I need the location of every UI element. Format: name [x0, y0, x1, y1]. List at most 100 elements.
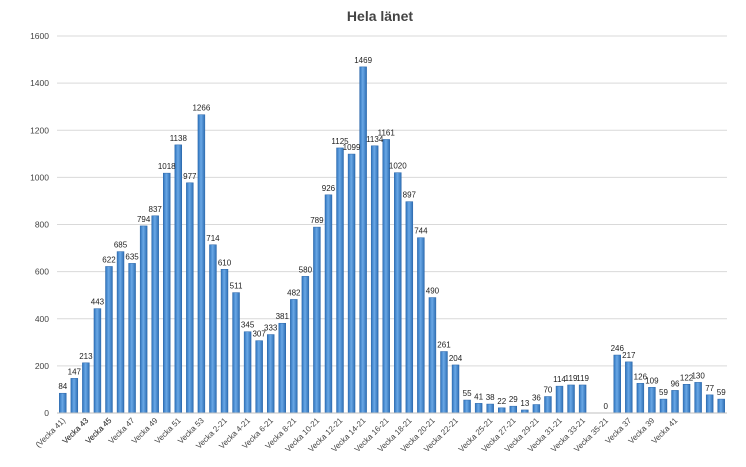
data-label: 333: [264, 324, 278, 333]
y-tick-label: 1400: [30, 78, 49, 88]
bar: [93, 308, 102, 414]
bar: [243, 331, 252, 414]
bar: [324, 194, 333, 414]
bar: [717, 398, 725, 414]
data-label: 84: [58, 382, 67, 391]
bar: [301, 276, 310, 414]
data-label: 147: [68, 367, 82, 376]
bar: [428, 297, 437, 414]
bar: [151, 215, 159, 414]
bar: [694, 382, 702, 414]
bar: [613, 354, 621, 414]
bar: [440, 351, 448, 414]
bar: [636, 383, 645, 414]
bar: [255, 340, 263, 414]
data-label: 119: [576, 374, 589, 383]
data-label: 213: [79, 352, 93, 361]
data-label: 977: [183, 172, 197, 181]
data-label: 685: [114, 241, 128, 250]
data-label: 0: [603, 402, 608, 411]
y-tick-label: 0: [44, 408, 49, 418]
y-tick-label: 400: [35, 314, 49, 324]
bar: [463, 399, 471, 414]
data-label: 1266: [192, 104, 210, 113]
data-label: 59: [659, 388, 668, 397]
data-label: 217: [622, 351, 636, 360]
data-label: 38: [486, 393, 495, 402]
bar: [278, 322, 286, 414]
bar: [544, 396, 552, 414]
data-label: 1161: [378, 128, 396, 137]
data-label: 1099: [343, 143, 361, 152]
data-label: 580: [299, 265, 313, 274]
data-label: 794: [137, 215, 151, 224]
data-label: 1018: [158, 162, 176, 171]
bar: [509, 405, 518, 414]
bar: [394, 172, 402, 414]
data-label: 70: [543, 386, 552, 395]
bar: [625, 361, 633, 414]
data-label: 261: [437, 341, 451, 350]
bar: [59, 392, 67, 414]
data-label: 635: [125, 252, 139, 261]
bar-series: [59, 66, 725, 414]
bar: [417, 237, 425, 414]
x-tick-label: (Vecka 41): [34, 416, 68, 450]
bar: [186, 182, 194, 414]
bar: [163, 172, 171, 414]
y-tick-label: 1200: [30, 125, 49, 135]
data-label: 119: [565, 374, 578, 383]
chart-title: Hela länet: [347, 8, 413, 24]
bar: [498, 407, 506, 414]
bar: [555, 385, 564, 414]
data-label: 1134: [366, 135, 384, 144]
bar: [313, 226, 321, 414]
data-label: 381: [276, 312, 290, 321]
bar: [209, 244, 217, 414]
data-label: 126: [634, 372, 648, 381]
data-label: 246: [611, 344, 625, 353]
bar: [474, 403, 483, 414]
bar: [347, 153, 356, 414]
bar: [405, 201, 414, 414]
bar: [128, 263, 136, 414]
data-label: 897: [403, 191, 417, 200]
bar: [682, 384, 691, 414]
bar: [266, 334, 275, 414]
data-label: 1020: [389, 162, 407, 171]
bar: [197, 114, 206, 414]
data-label: 307: [252, 330, 266, 339]
data-label: 204: [449, 354, 463, 363]
bar: [139, 225, 148, 414]
data-label: 744: [414, 227, 428, 236]
data-label: 443: [91, 298, 105, 307]
bar: [336, 147, 344, 414]
bar: [671, 390, 679, 414]
x-tick-label: Vecka 41: [650, 416, 680, 446]
data-label: 482: [287, 288, 301, 297]
y-axis-ticks: 0 200 400 600 800 1000 1200 1400 1600: [30, 31, 49, 418]
data-label: 22: [497, 397, 506, 406]
data-label: 714: [206, 234, 220, 243]
bar: [70, 378, 79, 414]
data-label: 490: [426, 287, 440, 296]
data-label: 13: [520, 399, 529, 408]
data-label: 622: [102, 255, 116, 264]
y-tick-label: 200: [35, 361, 49, 371]
data-label: 789: [310, 216, 324, 225]
bar: [382, 139, 390, 414]
bar: [105, 266, 113, 414]
data-label: 59: [717, 388, 726, 397]
data-label: 1125: [331, 137, 349, 146]
data-label: 1469: [354, 56, 372, 65]
bar: [290, 299, 298, 414]
bar: [359, 66, 367, 414]
data-label: 926: [322, 184, 336, 193]
y-tick-label: 1000: [30, 172, 49, 182]
bar: [174, 144, 183, 414]
data-label: 610: [218, 258, 232, 267]
bar: [659, 398, 668, 414]
